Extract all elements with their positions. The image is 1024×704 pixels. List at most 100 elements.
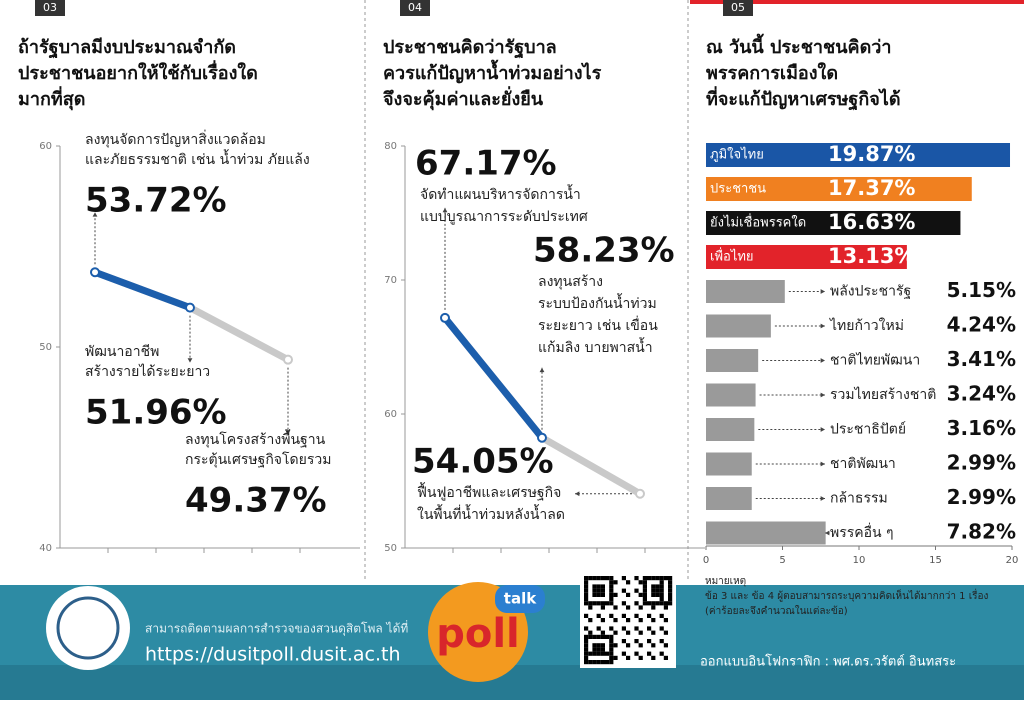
category-label: รวมไทยสร้างชาติ [830,386,936,403]
category-label: ยังไม่เชื่อพรรคใด [710,214,806,231]
qr-cell [588,651,593,656]
qr-cell [605,634,610,639]
qr-cell [659,580,664,585]
qr-cell [584,643,589,648]
qr-cell [600,643,605,648]
qr-cell [659,584,664,589]
qr-cell [609,651,614,656]
value-label: 3.41% [947,347,1016,371]
qr-cell [651,643,656,648]
qr-cell [663,643,668,648]
qr-cell [600,601,605,606]
category-label: ไทยก้าวใหม่ [829,317,904,334]
qr-cell [588,634,593,639]
qr-cell [634,639,639,644]
qr-cell [609,613,614,618]
qr-cell [651,584,656,589]
note-line: (ค่าร้อยละจึงคำนวณในแต่ละข้อ) [705,605,848,617]
section-number-box [35,0,65,16]
value-label: 5.15% [947,278,1016,302]
bar [706,383,756,407]
x-tick-label: 5 [779,555,785,566]
qr-cell [642,597,647,602]
qr-cell [626,643,631,648]
qr-cell [588,660,593,665]
qr-cell [638,618,643,623]
qr-cell [600,605,605,610]
qr-cell [659,592,664,597]
qr-cell [609,647,614,652]
value-label: 13.13% [828,244,915,268]
bar [706,521,826,545]
qr-cell [634,626,639,631]
qr-cell [634,613,639,618]
pointer-head [285,430,291,435]
bar [706,143,1011,167]
qr-cell [634,588,639,593]
y-tick-label: 60 [39,141,52,152]
qr-cell [659,639,664,644]
qr-cell [609,580,614,585]
qr-cell [596,601,601,606]
y-tick-label: 60 [384,409,397,420]
qr-cell [596,588,601,593]
category-label: ในพื้นที่น้ำท่วมหลังน้ำลด [417,504,565,523]
category-label: ภูมิใจไทย [710,147,764,163]
qr-cell [592,651,597,656]
qr-cell [663,655,668,660]
qr-cell [609,655,614,660]
qr-cell [588,618,593,623]
qr-cell [655,592,660,597]
qr-cell [596,576,601,581]
qr-cell [609,601,614,606]
category-label: ชาติไทยพัฒนา [830,352,920,369]
bar [706,177,972,201]
category-label: ลงทุนโครงสร้างพื้นฐาน [185,429,326,448]
pointer-head [820,427,825,432]
chart-title: พรรคการเมืองใด [706,62,838,84]
pointer-head [820,358,825,363]
point [90,267,100,278]
qr-cell [584,580,589,585]
category-label: ระยะยาว เช่น เขื่อน [538,316,658,334]
qr-cell [584,613,589,618]
qr-cell [659,651,664,656]
chart-title: ควรแก้ปัญหาน้ำท่วมอย่างไร [383,59,602,84]
qr-cell [596,634,601,639]
qr-cell [609,634,614,639]
y-tick-label: 80 [384,141,397,152]
category-label: แก้มลิง บายพาสน้ำ [538,337,653,356]
qr-cell [605,576,610,581]
qr-cell [621,651,626,656]
qr-cell [600,651,605,656]
qr-cell [647,626,652,631]
point [635,488,645,499]
qr-cell [668,588,673,593]
note-heading: หมายเหตุ [705,576,746,587]
qr-cell [621,588,626,593]
qr-cell [584,634,589,639]
category-label: ประชาชน [710,182,766,197]
qr-cell [621,639,626,644]
qr-cell [634,576,639,581]
qr-cell [600,647,605,652]
qr-cell [621,576,626,581]
qr-cell [642,576,647,581]
value-label: 7.82% [947,520,1016,544]
qr-cell [584,576,589,581]
qr-cell [668,592,673,597]
pointer-head [575,491,580,497]
value-label: 53.72% [85,181,227,221]
qr-cell [596,647,601,652]
value-label: 3.24% [947,382,1016,406]
qr-cell [621,613,626,618]
qr-cell [613,643,618,648]
qr-cell [634,651,639,656]
qr-cell [655,576,660,581]
x-tick-label: 20 [1006,555,1019,566]
bar [706,245,907,269]
footer-credit: ออกแบบอินโฟกราฟิก : พศ.ดร.วรัตต์ อินทสระ [700,654,956,670]
qr-cell [659,613,664,618]
footer-follow: สามารถติดตามผลการสำรวจของสวนดุสิตโพล ได้… [145,620,408,637]
qr-cell [605,660,610,665]
